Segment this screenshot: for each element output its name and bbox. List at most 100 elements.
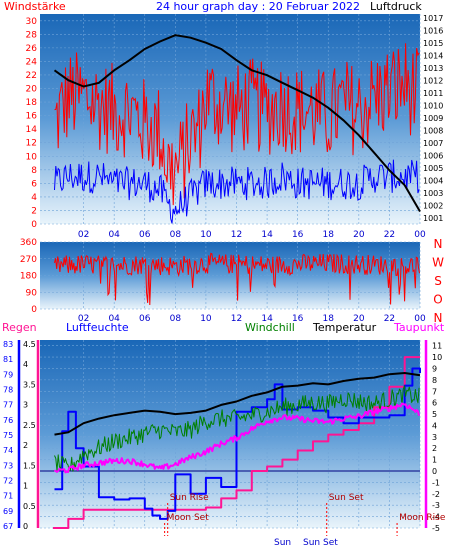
panel1-background (40, 14, 420, 224)
compass-letter: N (434, 311, 443, 325)
pressure-tick-label: 1016 (423, 26, 443, 35)
wind-tick-label: 0 (31, 220, 37, 230)
direction-tick-label: 90 (26, 288, 38, 298)
humidity-tick-label: 78 (3, 386, 13, 395)
time-tick-label: 04 (108, 230, 120, 240)
astro-event-label: Moon Rise (399, 513, 446, 523)
pressure-tick-label: 1002 (423, 201, 443, 210)
humidity-tick-label: 67 (3, 522, 13, 531)
rain-tick-label: 4 (23, 360, 28, 369)
temperature-tick-label: -4 (432, 513, 440, 522)
time-tick-label: 14 (261, 314, 273, 324)
pressure-tick-label: 1012 (423, 76, 443, 85)
bottom-sun-label: Sun (274, 538, 291, 548)
wind-tick-label: 6 (31, 179, 37, 189)
compass-letter: O (433, 293, 442, 307)
temperature-tick-label: 7 (432, 387, 437, 396)
time-tick-label: 00 (414, 314, 426, 324)
wind-tick-label: 12 (26, 139, 37, 149)
temperature-tick-label: 8 (432, 376, 437, 385)
wind-speed-line (54, 159, 420, 224)
temperature-humidity-panel: Regen Luftfeuchte Windchill Temperatur T… (2, 321, 446, 548)
temperature-tick-label: 1 (432, 456, 437, 465)
pressure-tick-label: 1013 (423, 64, 443, 73)
pressure-tick-label: 1015 (423, 39, 443, 48)
pressure-tick-label: 1004 (423, 176, 443, 185)
wind-direction-line (54, 252, 420, 306)
humidity-tick-label: 79 (3, 370, 13, 379)
astro-event-label: Sun Rise (170, 493, 209, 503)
rain-axis-title: Regen (2, 321, 37, 334)
pressure-tick-label: 1008 (423, 126, 443, 135)
pressure-tick-label: 1003 (423, 189, 443, 198)
direction-tick-label: 180 (20, 272, 37, 282)
humidity-tick-label: 69 (3, 507, 13, 516)
pressure-tick-label: 1011 (423, 89, 443, 98)
time-tick-label: 20 (353, 314, 365, 324)
time-tick-label: 04 (108, 314, 120, 324)
rain-tick-label: 2.5 (23, 421, 36, 430)
pressure-tick-label: 1010 (423, 101, 443, 110)
temperature-tick-label: 0 (432, 467, 437, 476)
time-tick-label: 18 (323, 314, 335, 324)
direction-tick-label: 270 (20, 255, 37, 265)
wind-tick-label: 28 (26, 30, 38, 40)
rain-tick-label: 1 (23, 482, 28, 491)
temperature-tick-label: 4 (432, 421, 437, 430)
time-tick-label: 08 (170, 230, 182, 240)
humidity-axis-title: Luftfeuchte (66, 321, 129, 334)
humidity-tick-label: 72 (3, 477, 13, 486)
time-tick-label: 16 (292, 230, 304, 240)
panel1-series (53, 34, 421, 224)
temperature-tick-label: 6 (432, 399, 437, 408)
temperature-tick-label: 10 (432, 353, 442, 362)
panel3-tick-labels: -5-4-3-2-1012345678910116769717273747576… (3, 340, 442, 533)
time-tick-label: 20 (353, 230, 365, 240)
time-tick-label: 12 (231, 314, 242, 324)
time-tick-label: 06 (139, 314, 151, 324)
windchill-legend: Windchill (245, 321, 295, 334)
astro-event-label: Sun Set (329, 493, 364, 503)
temperature-tick-label: 5 (432, 410, 437, 419)
rain-line (53, 356, 420, 529)
pressure-line (53, 34, 421, 213)
humidity-line (54, 367, 421, 520)
time-tick-label: 10 (200, 230, 212, 240)
rain-tick-label: 1.5 (23, 461, 36, 470)
compass-letter: S (434, 274, 442, 288)
rain-tick-label: 2 (23, 441, 28, 450)
temperature-tick-label: 2 (432, 444, 437, 453)
wind-tick-label: 18 (26, 98, 38, 108)
pressure-tick-label: 1009 (423, 114, 443, 123)
time-tick-label: 08 (170, 314, 182, 324)
humidity-tick-label: 81 (3, 355, 13, 364)
time-tick-label: 00 (414, 230, 426, 240)
pressure-tick-label: 1014 (423, 51, 443, 60)
humidity-tick-label: 73 (3, 461, 13, 470)
temperature-tick-label: -5 (432, 524, 440, 533)
direction-tick-label: 360 (20, 238, 37, 248)
time-tick-label: 16 (292, 314, 304, 324)
rain-tick-label: 3.5 (23, 380, 36, 389)
compass-letter: N (434, 237, 443, 251)
direction-tick-label: 0 (31, 305, 37, 315)
wind-tick-label: 16 (26, 112, 38, 122)
humidity-tick-label: 74 (3, 446, 13, 455)
wind-tick-label: 24 (26, 57, 38, 67)
dewpoint-legend: Taupunkt (393, 321, 445, 334)
bottom-sun-set-label: Sun Set (303, 538, 338, 548)
humidity-tick-label: 71 (3, 492, 13, 501)
time-tick-label: 22 (384, 230, 395, 240)
time-tick-label: 18 (323, 230, 335, 240)
panel2-series (54, 252, 420, 306)
rain-tick-label: 3 (23, 401, 28, 410)
time-tick-label: 06 (139, 230, 151, 240)
wind-tick-label: 26 (26, 44, 38, 54)
humidity-tick-label: 75 (3, 431, 13, 440)
temperature-tick-label: -1 (432, 478, 440, 487)
wind-tick-label: 2 (31, 206, 37, 216)
wind-tick-label: 4 (31, 193, 37, 203)
